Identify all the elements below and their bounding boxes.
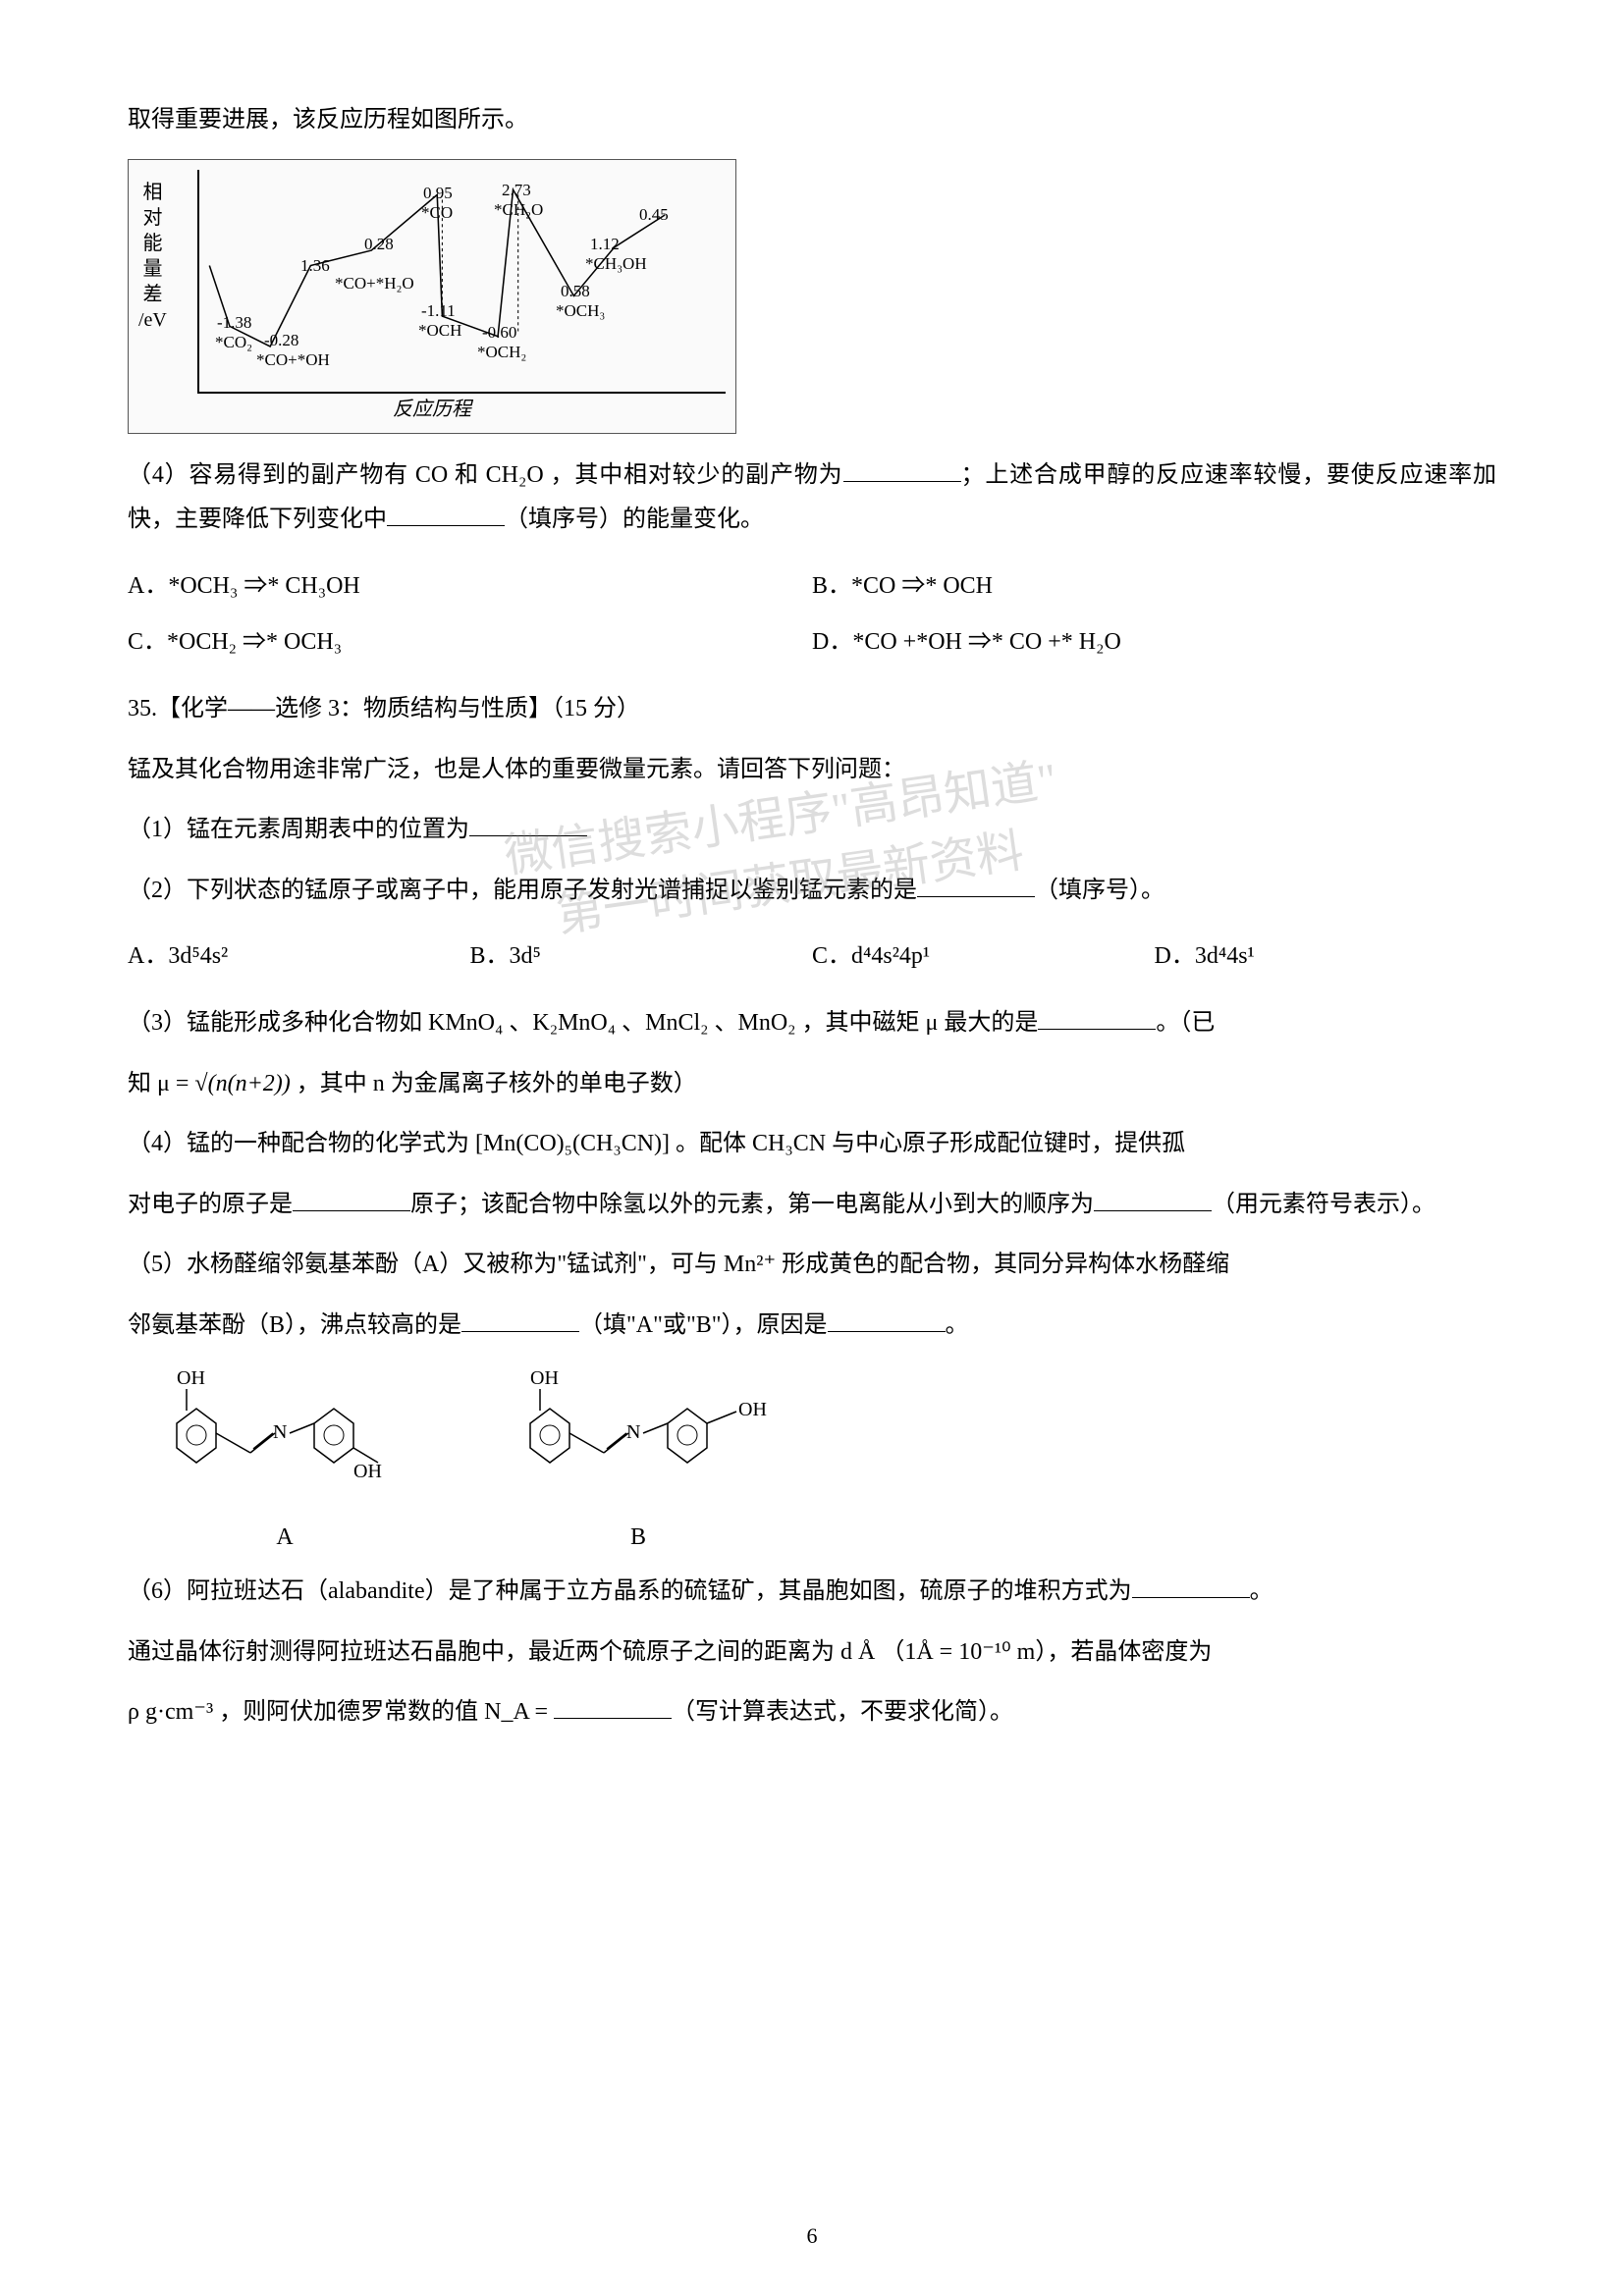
page-number: 6 bbox=[0, 2216, 1624, 2257]
q35-sub3-line2: 知 μ = √(n(n+2)) ，其中 n 为金属离子核外的单电子数） bbox=[128, 1062, 1496, 1107]
q35-intro: 锰及其化合物用途非常广泛，也是人体的重要微量元素。请回答下列问题： bbox=[128, 748, 1496, 793]
q35-2-option-C: C．d⁴4s²4p¹ bbox=[812, 929, 1155, 986]
q4-option-C: C．*OCH₂ ⇒* OCH₃ bbox=[128, 614, 812, 671]
diagram-label: *CO₂ bbox=[215, 327, 252, 358]
blank-35-1 bbox=[469, 808, 587, 836]
q4-text: （4）容易得到的副产物有 CO 和 CH₂O ，其中相对较少的副产物为；上述合成… bbox=[128, 454, 1496, 543]
q35-sub6: （6）阿拉班达石（alabandite）是了种属于立方晶系的硫锰矿，其晶胞如图，… bbox=[128, 1570, 1496, 1615]
molecule-B-label: B bbox=[501, 1516, 776, 1561]
diagram-label: 0.45 bbox=[639, 199, 669, 231]
diagram-caption: 反应历程 bbox=[129, 391, 735, 428]
q35-sub6-line3: ρ g·cm⁻³ ，则阿伏加德罗常数的值 N_A = （写计算表达式，不要求化简… bbox=[128, 1690, 1496, 1735]
q35-sub2-options: A．3d⁵4s² B．3d⁵ C．d⁴4s²4p¹ D．3d⁴4s¹ bbox=[128, 929, 1496, 986]
molecule-A-label: A bbox=[147, 1516, 422, 1561]
svg-text:OH: OH bbox=[738, 1399, 767, 1420]
blank-35-5a bbox=[461, 1304, 579, 1332]
q35-2-option-B: B．3d⁵ bbox=[470, 929, 813, 986]
q4-option-D: D．*CO +*OH ⇒* CO +* H₂O bbox=[812, 614, 1496, 671]
diagram-label: *OCH₂ bbox=[477, 337, 526, 368]
blank-35-6b bbox=[554, 1690, 672, 1719]
blank-q4a bbox=[843, 454, 961, 482]
q4-option-B: B．*CO ⇒* OCH bbox=[812, 559, 1496, 615]
svg-text:OH: OH bbox=[353, 1461, 382, 1482]
svg-text:OH: OH bbox=[177, 1367, 205, 1389]
energy-diagram: 相 对 能 量 差 /eV 0.95*CO2.73*CH₂O0.450.281.… bbox=[128, 159, 736, 434]
molecule-A: OH N OH A bbox=[147, 1364, 422, 1561]
blank-35-4a bbox=[293, 1183, 410, 1211]
q35-sub4-line2: 对电子的原子是原子；该配合物中除氢以外的元素，第一电离能从小到大的顺序为（用元素… bbox=[128, 1183, 1496, 1228]
svg-text:N: N bbox=[273, 1421, 287, 1443]
diagram-label: *OCH₃ bbox=[556, 295, 605, 327]
diagram-label: *CH₂O bbox=[494, 194, 543, 226]
q35-2-option-A: A．3d⁵4s² bbox=[128, 929, 470, 986]
q35-sub1: （1）锰在元素周期表中的位置为 bbox=[128, 808, 1496, 853]
q35-title: 35.【化学——选修 3：物质结构与性质】（15 分） bbox=[128, 687, 1496, 732]
blank-35-3 bbox=[1038, 1001, 1156, 1030]
blank-q4b bbox=[387, 498, 505, 526]
q35-sub2: （2）下列状态的锰原子或离子中，能用原子发射光谱捕捉以鉴别锰元素的是（填序号）。 bbox=[128, 869, 1496, 914]
diagram-label: 1.36 bbox=[300, 250, 330, 282]
q35-sub5: （5）水杨醛缩邻氨基苯酚（A）又被称为"锰试剂"，可与 Mn²⁺ 形成黄色的配合… bbox=[128, 1243, 1496, 1288]
diagram-label: *CO+*OH bbox=[256, 345, 330, 376]
q35-sub6-line2: 通过晶体衍射测得阿拉班达石晶胞中，最近两个硫原子之间的距离为 d Å （1Å =… bbox=[128, 1630, 1496, 1676]
diagram-label: 0.28 bbox=[364, 229, 394, 260]
svg-text:N: N bbox=[626, 1421, 640, 1443]
diagram-yaxis-label: 相 对 能 量 差 /eV bbox=[138, 180, 167, 333]
diagram-label: *CO bbox=[421, 197, 453, 229]
molecule-B: OH N OH B bbox=[501, 1364, 776, 1561]
blank-35-5b bbox=[828, 1304, 946, 1332]
blank-35-2 bbox=[917, 869, 1035, 897]
q4-options: A．*OCH₃ ⇒* CH₃OH B．*CO ⇒* OCH C．*OCH₂ ⇒*… bbox=[128, 559, 1496, 671]
blank-35-4b bbox=[1094, 1183, 1212, 1211]
q4-option-A: A．*OCH₃ ⇒* CH₃OH bbox=[128, 559, 812, 615]
blank-35-6a bbox=[1132, 1570, 1250, 1598]
q35-2-option-D: D．3d⁴4s¹ bbox=[1155, 929, 1497, 986]
intro-line: 取得重要进展，该反应历程如图所示。 bbox=[128, 98, 1496, 143]
q35-sub5-line2: 邻氨基苯酚（B），沸点较高的是（填"A"或"B"），原因是。 bbox=[128, 1304, 1496, 1349]
diagram-label: *OCH bbox=[418, 315, 461, 347]
molecule-structures: OH N OH A OH N bbox=[147, 1364, 1496, 1561]
diagram-label: *CO+*H₂O bbox=[335, 268, 414, 299]
svg-text:OH: OH bbox=[530, 1367, 559, 1389]
q35-sub3: （3）锰能形成多种化合物如 KMnO₄ 、K₂MnO₄ 、MnCl₂ 、MnO₂… bbox=[128, 1001, 1496, 1046]
q35-sub4: （4）锰的一种配合物的化学式为 [Mn(CO)₅(CH₃CN)] 。配体 CH₃… bbox=[128, 1122, 1496, 1167]
diagram-label: *CH₃OH bbox=[585, 248, 647, 280]
